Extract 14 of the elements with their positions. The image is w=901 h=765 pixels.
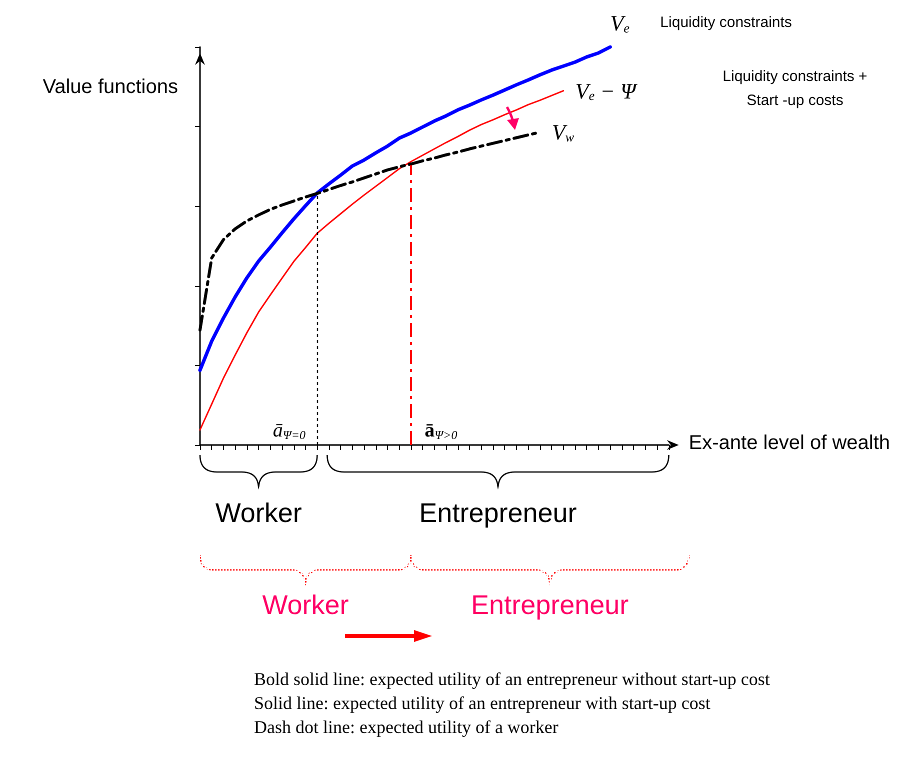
text: Entrepreneur (418, 498, 578, 529)
y-axis-title: Value functions (42, 76, 178, 98)
text: Liquidity constraints + Start -up costs (722, 67, 868, 111)
series-label: Ve (610, 10, 630, 36)
text: Entrepreneur (470, 590, 630, 621)
series-label: Vw (552, 120, 574, 145)
series-label: Ve − Ψ (575, 78, 638, 104)
text: Bold solid line: expected utility of an entrepreneur without start-up cost (254, 668, 771, 691)
text: Liquidity constraints (660, 14, 792, 31)
x-axis-title: Ex-ante level of wealth (688, 432, 890, 454)
text: Dash dot line: expected utility of a worker (254, 716, 560, 739)
text: Solid line: expected utility of an entrepreneur with start-up cost (254, 692, 712, 715)
text: Worker (214, 498, 303, 529)
text: Worker (261, 590, 350, 621)
